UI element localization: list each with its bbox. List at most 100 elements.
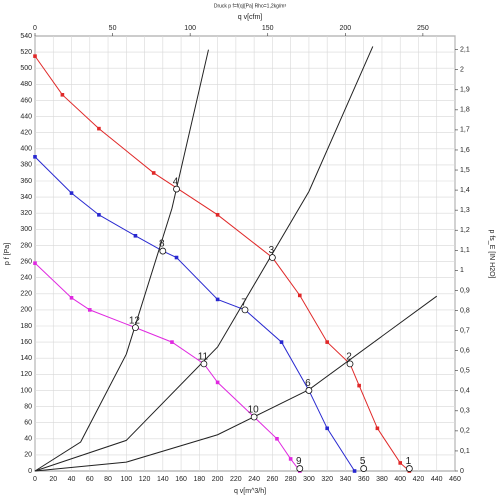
x-tick-label: 260 <box>267 476 279 483</box>
x2-tick-label: 200 <box>339 25 351 32</box>
point-label: 8 <box>159 239 165 250</box>
y2-tick-label: 1,9 <box>460 87 470 94</box>
x2-tick-label: 250 <box>417 25 429 32</box>
x2-tick-label: 100 <box>184 25 196 32</box>
marker <box>97 126 101 131</box>
y2-tick-label: 2 <box>460 67 464 74</box>
x-tick-label: 360 <box>358 476 370 483</box>
y-tick-label: 540 <box>20 33 32 40</box>
y-tick-label: 180 <box>20 323 32 330</box>
marker <box>352 469 357 473</box>
point-label: 10 <box>248 405 260 416</box>
y-tick-label: 40 <box>24 436 32 443</box>
point-label: 2 <box>346 352 352 363</box>
y-tick-label: 380 <box>20 162 32 169</box>
y2-tick-label: 1 <box>460 267 464 274</box>
operating-point <box>405 465 413 472</box>
y-tick-label: 300 <box>20 226 32 233</box>
series-line <box>34 156 355 472</box>
operating-point <box>360 465 368 472</box>
marker <box>275 436 279 441</box>
marker <box>69 296 74 300</box>
y2-tick-label: 0,3 <box>460 408 470 415</box>
operating-point <box>200 360 208 368</box>
y-tick-label: 160 <box>20 339 32 346</box>
x2-tick-label: 50 <box>109 25 117 32</box>
series-line <box>34 295 438 472</box>
marker <box>325 426 329 431</box>
y-tick-label: 520 <box>20 49 32 56</box>
x2-axis-label: q v[cfm] <box>238 14 263 21</box>
marker <box>170 340 174 344</box>
marker <box>97 213 101 217</box>
point-label: 11 <box>198 352 209 363</box>
y-tick-label: 260 <box>20 258 32 265</box>
operating-point <box>241 306 249 314</box>
y2-tick-label: 0,7 <box>460 327 470 334</box>
x-tick-label: 320 <box>321 476 333 483</box>
y-tick-label: 360 <box>20 178 32 185</box>
series-line <box>34 262 301 472</box>
x-tick-label: 340 <box>340 476 352 483</box>
x-tick-label: 460 <box>449 476 461 483</box>
x-tick-label: 200 <box>212 476 224 483</box>
x-tick-label: 140 <box>157 476 169 483</box>
y2-tick-label: 0,8 <box>460 307 470 314</box>
marker <box>297 293 302 298</box>
chart-title: Druck p f=f(q)[Pa] Rho=1,2kg/m³ <box>214 3 287 9</box>
y2-tick-label: 0,5 <box>460 368 470 375</box>
x-tick-label: 100 <box>120 476 132 483</box>
marker <box>60 93 65 97</box>
point-label: 9 <box>296 456 302 467</box>
series-line <box>34 49 209 472</box>
plot-frame <box>34 35 456 472</box>
y2-tick-label: 1,5 <box>460 167 470 174</box>
y-tick-label: 400 <box>20 146 32 153</box>
x-tick-label: 40 <box>68 476 76 483</box>
operating-point <box>346 360 354 368</box>
series-line <box>34 46 374 472</box>
y-tick-label: 100 <box>20 387 32 394</box>
point-label: 1 <box>406 456 412 467</box>
series-line <box>34 55 410 472</box>
y-tick-label: 420 <box>20 130 32 137</box>
point-label: 3 <box>269 245 275 256</box>
y2-tick-label: 0,4 <box>460 388 470 395</box>
x-tick-label: 220 <box>230 476 242 483</box>
marker <box>215 380 220 385</box>
x-tick-label: 300 <box>303 476 315 483</box>
marker <box>133 233 138 238</box>
operating-point <box>250 413 258 421</box>
y-tick-label: 220 <box>20 291 32 298</box>
marker <box>288 457 293 461</box>
x-tick-label: 20 <box>49 476 57 483</box>
marker <box>69 191 74 195</box>
x-axis-label: q v[m^3/h] <box>234 488 266 495</box>
y-tick-label: 20 <box>24 452 32 459</box>
y-axis-label: p f [Pa] <box>4 243 11 265</box>
y2-tick-label: 1,3 <box>460 207 470 214</box>
y-tick-label: 280 <box>20 242 32 249</box>
y-tick-label: 240 <box>20 275 32 282</box>
marker <box>398 461 403 465</box>
operating-point <box>159 247 167 255</box>
y2-tick-label: 1,2 <box>460 227 470 234</box>
x-tick-label: 0 <box>33 476 37 483</box>
y-tick-label: 80 <box>24 403 32 410</box>
x-tick-label: 180 <box>194 476 206 483</box>
y2-tick-label: 0,6 <box>460 347 470 354</box>
y-tick-label: 120 <box>20 371 32 378</box>
x-tick-label: 240 <box>248 476 260 483</box>
x-tick-label: 120 <box>139 476 151 483</box>
marker <box>279 340 284 344</box>
x-tick-label: 380 <box>376 476 388 483</box>
x-tick-label: 440 <box>431 476 443 483</box>
x-tick-label: 80 <box>104 476 112 483</box>
x-tick-label: 280 <box>285 476 297 483</box>
y-tick-label: 340 <box>20 194 32 201</box>
y-tick-label: 60 <box>24 420 32 427</box>
y-tick-label: 140 <box>20 355 32 362</box>
marker <box>215 297 220 302</box>
y2-tick-label: 0,2 <box>460 428 470 435</box>
